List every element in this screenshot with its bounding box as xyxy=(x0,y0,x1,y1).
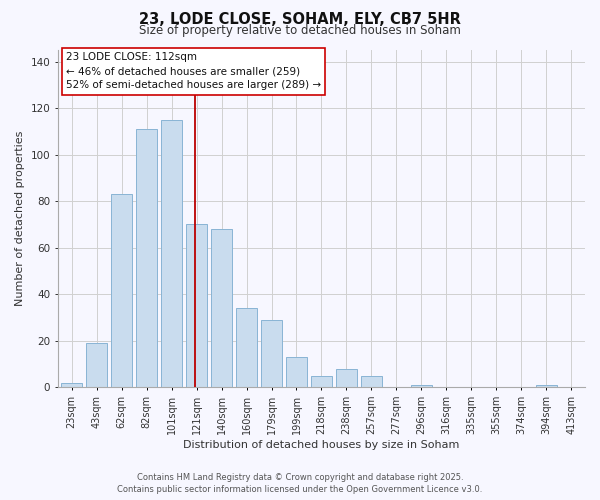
Bar xyxy=(336,368,357,388)
Bar xyxy=(211,229,232,388)
Bar xyxy=(311,376,332,388)
Bar xyxy=(411,385,432,388)
Bar xyxy=(236,308,257,388)
Text: Size of property relative to detached houses in Soham: Size of property relative to detached ho… xyxy=(139,24,461,37)
Y-axis label: Number of detached properties: Number of detached properties xyxy=(15,131,25,306)
Bar xyxy=(186,224,207,388)
Bar xyxy=(361,376,382,388)
Text: Contains HM Land Registry data © Crown copyright and database right 2025.
Contai: Contains HM Land Registry data © Crown c… xyxy=(118,472,482,494)
Bar xyxy=(286,357,307,388)
X-axis label: Distribution of detached houses by size in Soham: Distribution of detached houses by size … xyxy=(183,440,460,450)
Bar xyxy=(161,120,182,388)
Bar xyxy=(261,320,282,388)
Bar xyxy=(61,382,82,388)
Bar xyxy=(111,194,132,388)
Bar xyxy=(136,129,157,388)
Bar xyxy=(86,343,107,388)
Text: 23 LODE CLOSE: 112sqm
← 46% of detached houses are smaller (259)
52% of semi-det: 23 LODE CLOSE: 112sqm ← 46% of detached … xyxy=(66,52,321,90)
Bar xyxy=(536,385,557,388)
Text: 23, LODE CLOSE, SOHAM, ELY, CB7 5HR: 23, LODE CLOSE, SOHAM, ELY, CB7 5HR xyxy=(139,12,461,28)
